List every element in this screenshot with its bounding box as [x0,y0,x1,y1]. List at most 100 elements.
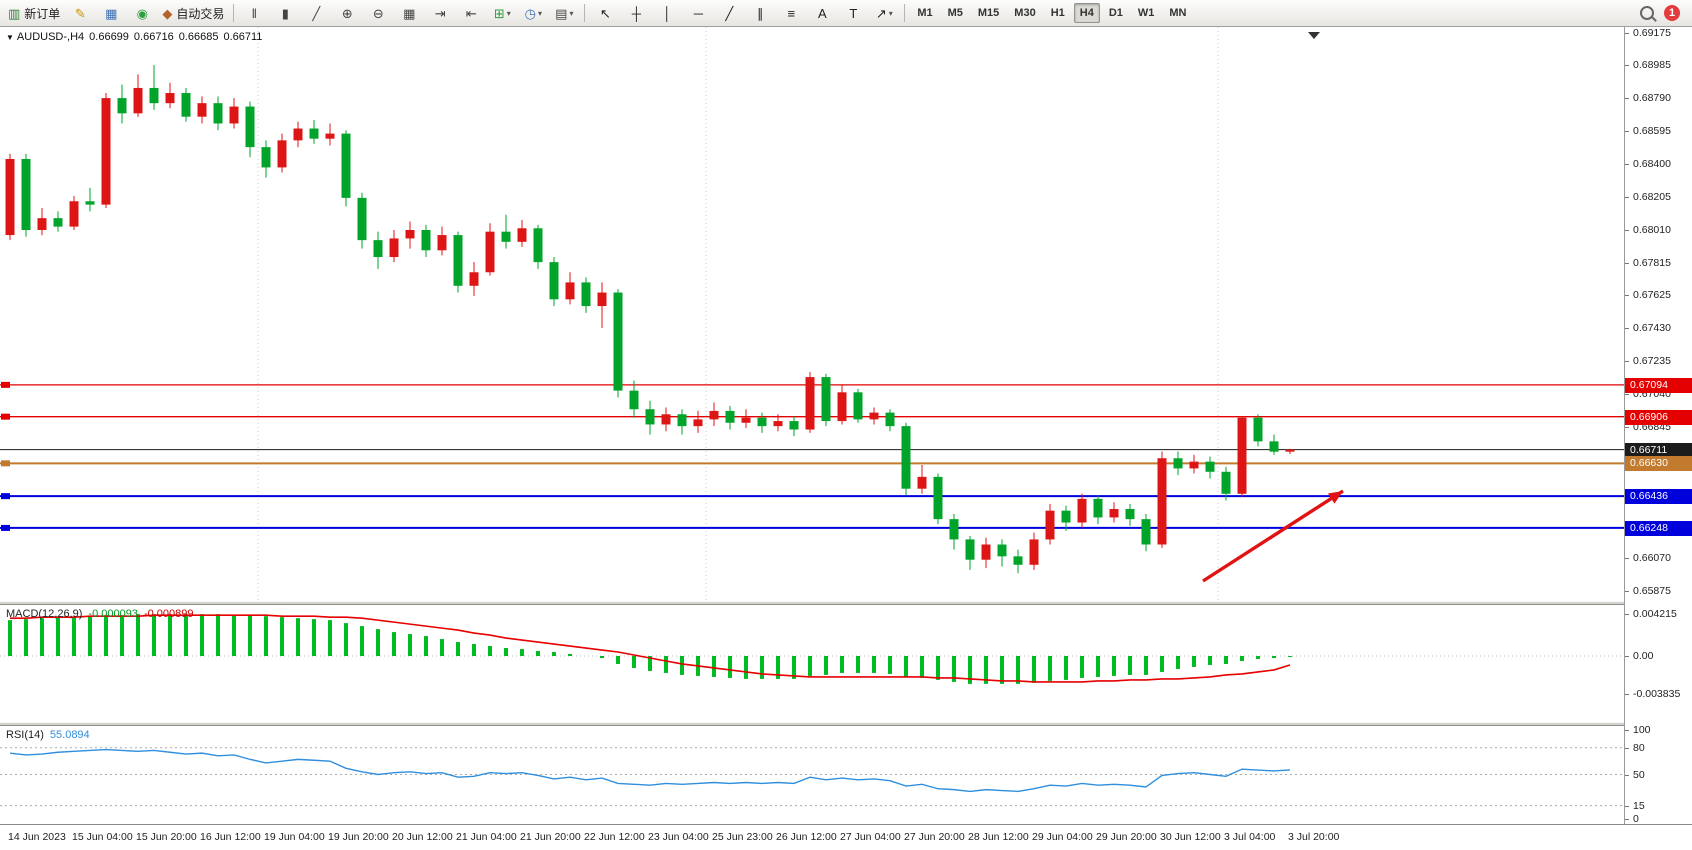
zoom-out-button[interactable]: ⊖ [363,1,393,25]
axis-tick [1625,819,1629,820]
periods-button-dropdown[interactable]: ▾ [537,8,542,18]
candle-body [517,228,527,242]
rsi-title: RSI(14) 55.0894 [6,729,96,741]
candle-body [277,140,287,168]
timeframe-m30[interactable]: M30 [1014,7,1036,19]
autotrading-button[interactable]: ◆ 自动交易 [158,1,228,25]
styles-button[interactable]: ✎ [65,1,95,25]
search-icon[interactable] [1640,6,1654,20]
symbol-name: AUDUSD-,H4 [16,31,85,43]
horizontal-line-button[interactable]: ─ [683,1,713,25]
grid-button[interactable]: ▦ [394,1,424,25]
horizontal-line-icon: ─ [693,5,703,21]
autotrading-button-label: 自动交易 [176,6,225,21]
timeframe-m5[interactable]: M5 [947,7,963,19]
axis-tick [1625,805,1629,807]
axis-tick [1625,131,1629,133]
toolbar: ▥ 新订单 ✎ ▦ ◉ ◆ 自动交易 ‖ ▮ ╱ ⊕ ⊖ ▦ ⇥ ⇤ ⊞ ▾ ◷ ▾ ▤ ▾ ↖ ┼ │ ─ ╱ ∥ ≡ A T ↗ ▾ M1 M… [0,0,1692,27]
fibonacci-button[interactable]: ≡ [776,1,806,25]
support-line-orange-handle[interactable] [1,460,10,467]
timeframe-m15[interactable]: M15 [977,7,1000,19]
axis-tick [1625,394,1629,395]
timeframe-h4[interactable]: H4 [1073,3,1100,23]
macd-panel[interactable]: MACD(12,26,9) -0.000093 -0.000899 [0,605,1624,722]
vertical-line-button[interactable]: │ [652,1,682,25]
crosshair-button[interactable]: ┼ [621,1,651,25]
candle-body [261,147,271,168]
shapes-button[interactable]: ↗ ▾ [869,1,899,25]
support-line-blue-lower-handle[interactable] [1,524,10,531]
print-button[interactable]: ▦ [96,1,126,25]
shapes-button-dropdown[interactable]: ▾ [888,8,893,18]
chart-shift-marker[interactable] [1308,32,1320,39]
axis-label: 0.66070 [1633,552,1671,565]
templates-button-dropdown[interactable]: ▾ [569,8,574,18]
zoom-in-button[interactable]: ⊕ [332,1,362,25]
bars-chart-button[interactable]: ‖ [239,1,269,25]
print-icon: ▦ [105,5,118,21]
price-chart-panel[interactable]: ▼ AUDUSD-,H4 0.66699 0.66716 0.66685 0.66711 [0,27,1624,601]
periods-button[interactable]: ◷ ▾ [518,1,548,25]
panel-splitter[interactable] [0,722,1692,726]
macd-label: MACD(12,26,9) [6,608,83,620]
notification-badge[interactable]: 1 [1664,5,1680,21]
autoscroll-button[interactable]: ⇥ [425,1,455,25]
candle-body [885,412,895,427]
indicators-button-dropdown[interactable]: ▾ [506,8,511,18]
rsi-value: 55.0894 [49,729,90,741]
trend-arrow[interactable] [1202,489,1344,583]
time-label: 29 Jun 20:00 [1096,831,1157,843]
candles-chart-icon: ▮ [281,5,289,21]
text-button[interactable]: A [807,1,837,25]
panel-splitter[interactable] [0,601,1692,605]
rsi-line [9,748,1291,793]
timeframe-w1[interactable]: W1 [1137,7,1155,19]
chart-shift-button[interactable]: ⇤ [456,1,486,25]
candle-body [565,282,575,300]
trendline-button[interactable]: ╱ [714,1,744,25]
indicators-button[interactable]: ⊞ ▾ [487,1,517,25]
candle-body [597,292,607,307]
time-axis[interactable]: 14 Jun 2023 15 Jun 04:00 15 Jun 20:00 16 Ju… [0,824,1692,850]
ohlc-low: 0.66685 [178,31,219,43]
time-label: 16 Jun 12:00 [200,831,261,843]
axis-tick [1625,614,1629,615]
axis-label: 0.68400 [1633,158,1671,171]
candle-body [421,229,431,251]
candle-body [453,235,463,286]
new-order-button[interactable]: ▥ 新订单 [4,1,64,25]
price-tag: 0.66436 [1625,489,1692,505]
candle-body [37,218,47,230]
line-chart-button[interactable]: ╱ [301,1,331,25]
candles-chart-button[interactable]: ▮ [270,1,300,25]
timeframe-d1[interactable]: D1 [1108,7,1123,19]
candle-body [437,235,447,251]
cursor-button[interactable]: ↖ [590,1,620,25]
axis-label: 0.004215 [1633,608,1677,620]
label-button[interactable]: T [838,1,868,25]
channel-button[interactable]: ∥ [745,1,775,25]
community-button[interactable]: ◉ [127,1,157,25]
symbol-info: ▼ AUDUSD-,H4 0.66699 0.66716 0.66685 0.66711 [6,31,267,43]
rsi-svg [0,747,1624,807]
timeframe-m1[interactable]: M1 [917,7,933,19]
autotrading-icon: ◆ [162,5,173,21]
candle-body [805,377,815,430]
timeframe-h1[interactable]: H1 [1050,7,1065,19]
candle-body [853,392,863,420]
candle-body [741,417,751,423]
templates-button[interactable]: ▤ ▾ [549,1,579,25]
chart-collapse-icon[interactable]: ▼ [6,33,14,42]
candle-body [1269,441,1279,452]
rsi-panel[interactable]: RSI(14) 55.0894 [0,726,1624,824]
resistance-line-upper-handle[interactable] [1,381,10,388]
community-icon: ◉ [136,5,148,21]
candle-body [949,519,959,540]
support-line-blue-upper-handle[interactable] [1,493,10,500]
price-axis[interactable]: 0.69175 0.68985 0.68790 0.68595 0.68400 0.682… [1624,27,1692,825]
resistance-line-lower-handle[interactable] [1,413,10,420]
timeframe-mn[interactable]: MN [1169,7,1187,19]
candle-body [165,93,175,104]
candle-body [1125,508,1135,520]
candle-body [485,231,495,273]
